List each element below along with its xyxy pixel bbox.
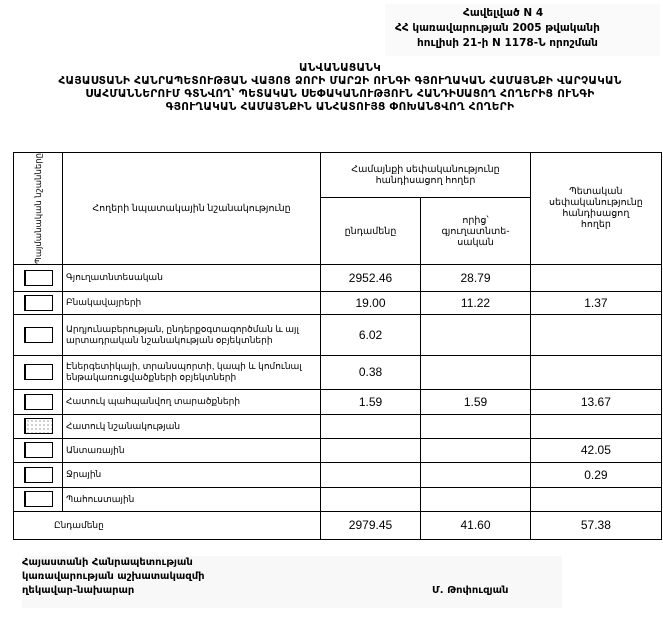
row-state [530,263,662,292]
totals-total: 2979.45 [320,510,421,540]
legend-swatch [23,442,53,459]
row-label: Հատուկ պահպանվող տարածքների [62,388,321,415]
table-row: Անտառային 42.05 [13,437,662,463]
row-of-which [420,486,531,512]
annex-decree: ՀՀ կառավարության 2005 թվականի [395,22,600,34]
signer-title: կառավարության աշխատակազմի [22,571,205,582]
row-of-which [420,461,531,488]
header-purpose: Հողերի նպատակային նշանակությունը [62,152,321,265]
table-row: Բնակավայրերի 19.00 11.22 1.37 [13,290,662,315]
header-community: Համայնքի սեփականությունը հանդիսացող հողե… [320,151,531,199]
table-row: Գյուղատնտեսական 2952.46 28.79 [13,263,662,292]
row-total: 0.38 [320,354,421,390]
row-of-which [420,413,531,439]
signer-name: Մ. Թոփուզյան [432,585,509,596]
table-row: Արդյունաբերության, ընդերքօգտագործման և ա… [13,313,662,356]
row-state: 0.29 [530,461,662,488]
legend-swatch [23,326,53,343]
table-row: Հատուկ պահպանվող տարածքների 1.59 1.59 13.67 [13,388,662,415]
row-total: 6.02 [320,313,421,356]
row-label: Պահուստային [62,486,321,512]
title-line: ՀԱՅԱՍՏԱՆԻ ՀԱՆՐԱՊԵՏՈՒԹՅԱՆ ՎԱՅՈՑ ՁՈՐԻ ՄԱՐԶ… [58,75,622,87]
row-of-which: 11.22 [420,290,531,315]
row-state: 13.67 [530,388,662,415]
row-total: 19.00 [320,290,421,315]
legend-swatch [23,393,53,410]
totals-of-which: 41.60 [420,510,531,540]
table-row: Ջրային 0.29 [13,461,662,488]
header-symbols: Պայմանական նշանները [13,152,63,265]
legend-swatch [23,294,53,311]
row-of-which [420,313,531,356]
row-total [320,461,421,488]
title-line: ԱՆՎԱՆԱՑԱՆԿ [298,62,381,74]
row-state: 1.37 [530,290,662,315]
totals-label: Ընդամենը [13,510,321,540]
row-of-which: 1.59 [420,388,531,415]
legend-swatch [23,269,53,286]
row-state [530,313,662,356]
signature-block: Հայաստանի Հանրապետության կառավարության ա… [22,556,562,608]
legend-swatch [23,364,53,381]
row-state [530,354,662,390]
row-state [530,413,662,439]
row-label: Հատուկ նշանակության [62,413,321,439]
row-label: Բնակավայրերի [62,290,321,315]
row-label: Գյուղատնտեսական [62,263,321,292]
table-row: Հատուկ նշանակության [13,413,662,439]
row-total [320,437,421,463]
document-title: ԱՆՎԱՆԱՑԱՆԿ ՀԱՅԱՍՏԱՆԻ ՀԱՆՐԱՊԵՏՈՒԹՅԱՆ ՎԱՅՈ… [40,62,640,114]
header-state: Պետական սեփականությունը հանդիսացող հողեր [530,152,662,265]
row-label: Արդյունաբերության, ընդերքօգտագործման և ա… [62,313,321,356]
row-total [320,413,421,439]
header-total: ընդամենը [320,197,421,265]
row-of-which [420,437,531,463]
table-row: Պահուստային [13,486,662,512]
row-total [320,486,421,512]
row-of-which: 28.79 [420,263,531,292]
row-label: Անտառային [62,437,321,463]
signer-title: ղեկավար-նախարար [22,585,135,596]
row-label: Էներգետիկայի, տրանսպորտի, կապի և կոմունա… [62,354,321,390]
signer-title: Հայաստանի Հանրապետության [22,557,193,568]
legend-swatch [23,491,53,508]
totals-state: 57.38 [530,510,662,540]
row-total: 1.59 [320,388,421,415]
annex-number: Հավելված N 4 [463,7,544,19]
legend-swatch [23,466,53,483]
row-state [530,486,662,512]
annex-date: հուլիսի 21-ի N 1178-Ն որոշման [417,37,598,49]
legend-swatch [23,418,53,435]
annex-reference: Հավելված N 4 ՀՀ կառավարության 2005 թվակա… [385,4,660,56]
row-of-which [420,354,531,390]
table-row: Էներգետիկայի, տրանսպորտի, կապի և կոմունա… [13,354,662,390]
row-state: 42.05 [530,437,662,463]
title-line: ԳՅՈՒՂԱԿԱՆ ՀԱՄԱՅՆՔԻՆ ԱՆՀԱՏՈՒՅՑ ՓՈԽԱՆՑՎՈՂ … [165,101,515,113]
title-line: ՍԱՀՄԱՆՆԵՐՈՒՄ ԳՏՆՎՈՂ՝ ՊԵՏԱԿԱՆ ՍԵՓԱԿԱՆՈՒԹՅ… [85,88,595,100]
header-of-which: որից՝ գյուղատնտե- սական [420,197,531,265]
row-label: Ջրային [62,461,321,488]
land-table: Պայմանական նշանները Հողերի նպատակային նշ… [13,151,662,540]
totals-row: Ընդամենը 2979.45 41.60 57.38 [13,510,662,540]
row-total: 2952.46 [320,263,421,292]
